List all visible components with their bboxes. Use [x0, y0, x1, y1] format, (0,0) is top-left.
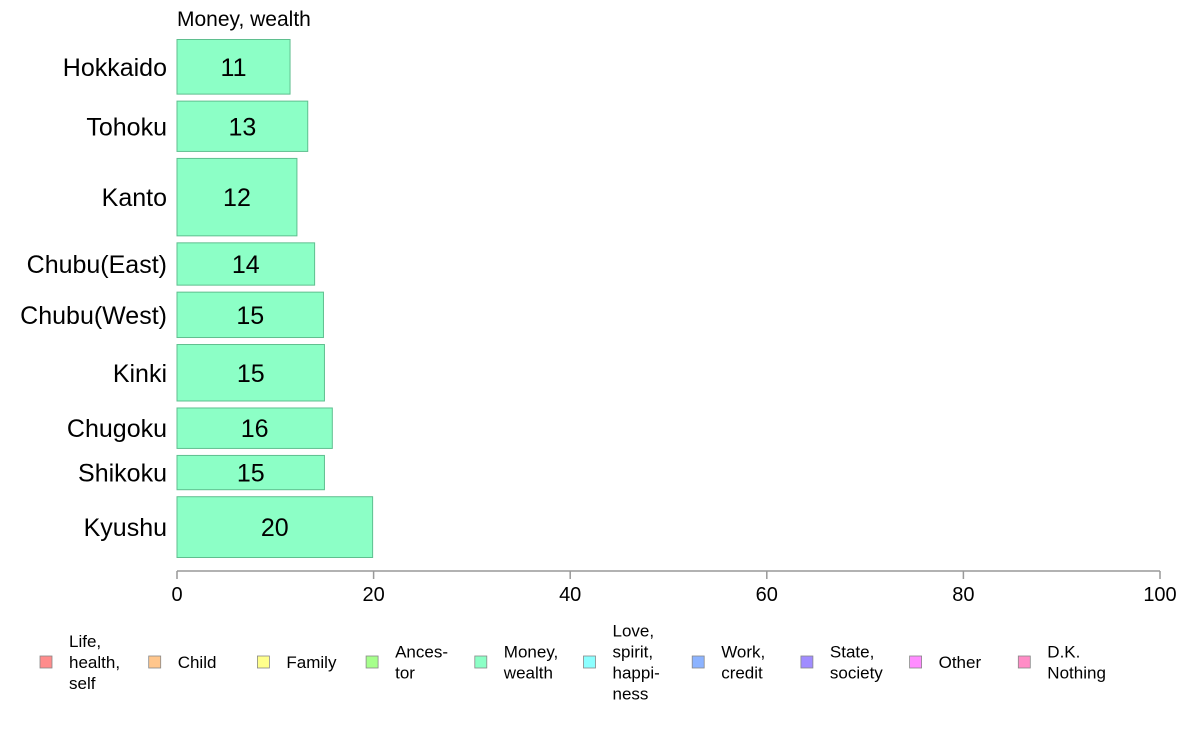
legend: Life, health, self Child Family Ances-tor Mone… [39, 622, 1106, 704]
category-label: Kyushu [84, 514, 167, 542]
bar-kyushu [176, 496, 374, 559]
x-tick-label: 20 [362, 584, 384, 606]
legend-swatch [691, 655, 705, 669]
legend-swatch [256, 655, 270, 669]
legend-swatch [909, 655, 922, 669]
bar-chubu-east- [176, 242, 316, 286]
data-label: 11 [221, 54, 247, 82]
bar-kanto [176, 157, 298, 237]
legend-label: Money, wealth [503, 643, 559, 683]
bar-shikoku [176, 454, 325, 491]
legend-swatch [365, 655, 379, 669]
bar-kinki [176, 344, 325, 402]
bars-group: Hokkaido 11 Tohoku 13 Kanto 12 Chubu(East) 14 Ch… [20, 39, 374, 559]
legend-label: Ances-tor [395, 643, 448, 683]
panel-title: Money, wealth [177, 8, 311, 31]
data-label: 16 [241, 415, 269, 443]
category-label: Tohoku [86, 113, 167, 141]
data-label: 20 [261, 514, 289, 542]
data-label: 14 [232, 251, 260, 279]
data-label: 15 [237, 460, 265, 488]
category-label: Chubu(East) [27, 251, 167, 279]
category-label: Kanto [102, 184, 167, 212]
bar-chubu-west- [176, 291, 324, 339]
data-label: 13 [228, 113, 256, 141]
legend-label: Child [178, 653, 217, 672]
legend-swatch [1017, 655, 1031, 669]
x-tick-label: 40 [559, 584, 581, 606]
x-tick-label: 80 [952, 584, 974, 606]
bar-tohoku [176, 100, 309, 152]
legend-swatch [39, 655, 53, 669]
data-label: 12 [223, 184, 251, 212]
legend-swatch [800, 655, 814, 669]
x-tick-label: 60 [756, 584, 778, 606]
x-tick-label: 100 [1143, 584, 1176, 606]
category-label: Chubu(West) [20, 302, 167, 330]
data-label: 15 [237, 360, 265, 388]
legend-label: Family [286, 653, 337, 672]
category-label: Hokkaido [63, 54, 167, 82]
category-label: Kinki [113, 360, 167, 388]
legend-swatch [148, 655, 162, 669]
legend-label: Work, credit [721, 643, 765, 683]
x-tick-label: 0 [171, 584, 182, 606]
legend-label: Love, spirit, happi-ness [613, 622, 660, 704]
data-label: 15 [236, 302, 264, 330]
category-label: Chugoku [67, 415, 167, 443]
legend-swatch [474, 655, 488, 669]
legend-label: Other [939, 653, 982, 672]
bar-hokkaido [176, 39, 291, 95]
legend-label: D.K. Nothing [1047, 643, 1106, 683]
bar-chugoku [176, 407, 333, 449]
legend-swatch [583, 655, 596, 669]
legend-label: Life, health, self [69, 632, 120, 693]
x-axis: 0 20 40 60 80 100 [171, 570, 1177, 606]
legend-label: State, society [830, 643, 883, 683]
category-label: Shikoku [78, 460, 167, 488]
